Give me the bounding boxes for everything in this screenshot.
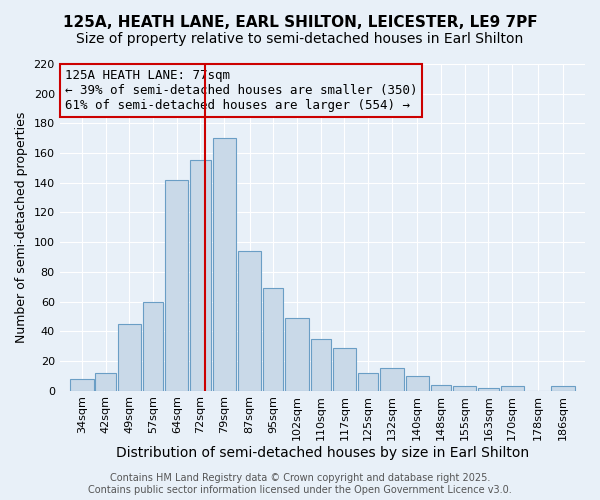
Bar — [190, 160, 211, 390]
Bar — [358, 373, 379, 390]
Bar — [165, 180, 188, 390]
Bar — [453, 386, 476, 390]
Text: Size of property relative to semi-detached houses in Earl Shilton: Size of property relative to semi-detach… — [76, 32, 524, 46]
Bar — [551, 386, 575, 390]
Text: 125A HEATH LANE: 77sqm
← 39% of semi-detached houses are smaller (350)
61% of se: 125A HEATH LANE: 77sqm ← 39% of semi-det… — [65, 69, 418, 112]
Y-axis label: Number of semi-detached properties: Number of semi-detached properties — [15, 112, 28, 343]
Bar — [212, 138, 236, 390]
Bar — [478, 388, 499, 390]
Bar — [70, 378, 94, 390]
Bar — [263, 288, 283, 390]
Bar — [333, 348, 356, 391]
Bar — [118, 324, 141, 390]
Bar — [238, 251, 261, 390]
Bar — [95, 373, 116, 390]
Bar — [286, 318, 309, 390]
Text: 125A, HEATH LANE, EARL SHILTON, LEICESTER, LE9 7PF: 125A, HEATH LANE, EARL SHILTON, LEICESTE… — [62, 15, 538, 30]
Bar — [500, 386, 524, 390]
X-axis label: Distribution of semi-detached houses by size in Earl Shilton: Distribution of semi-detached houses by … — [116, 446, 529, 460]
Bar — [406, 376, 429, 390]
Bar — [431, 384, 451, 390]
Bar — [380, 368, 404, 390]
Text: Contains HM Land Registry data © Crown copyright and database right 2025.
Contai: Contains HM Land Registry data © Crown c… — [88, 474, 512, 495]
Bar — [311, 338, 331, 390]
Bar — [143, 302, 163, 390]
